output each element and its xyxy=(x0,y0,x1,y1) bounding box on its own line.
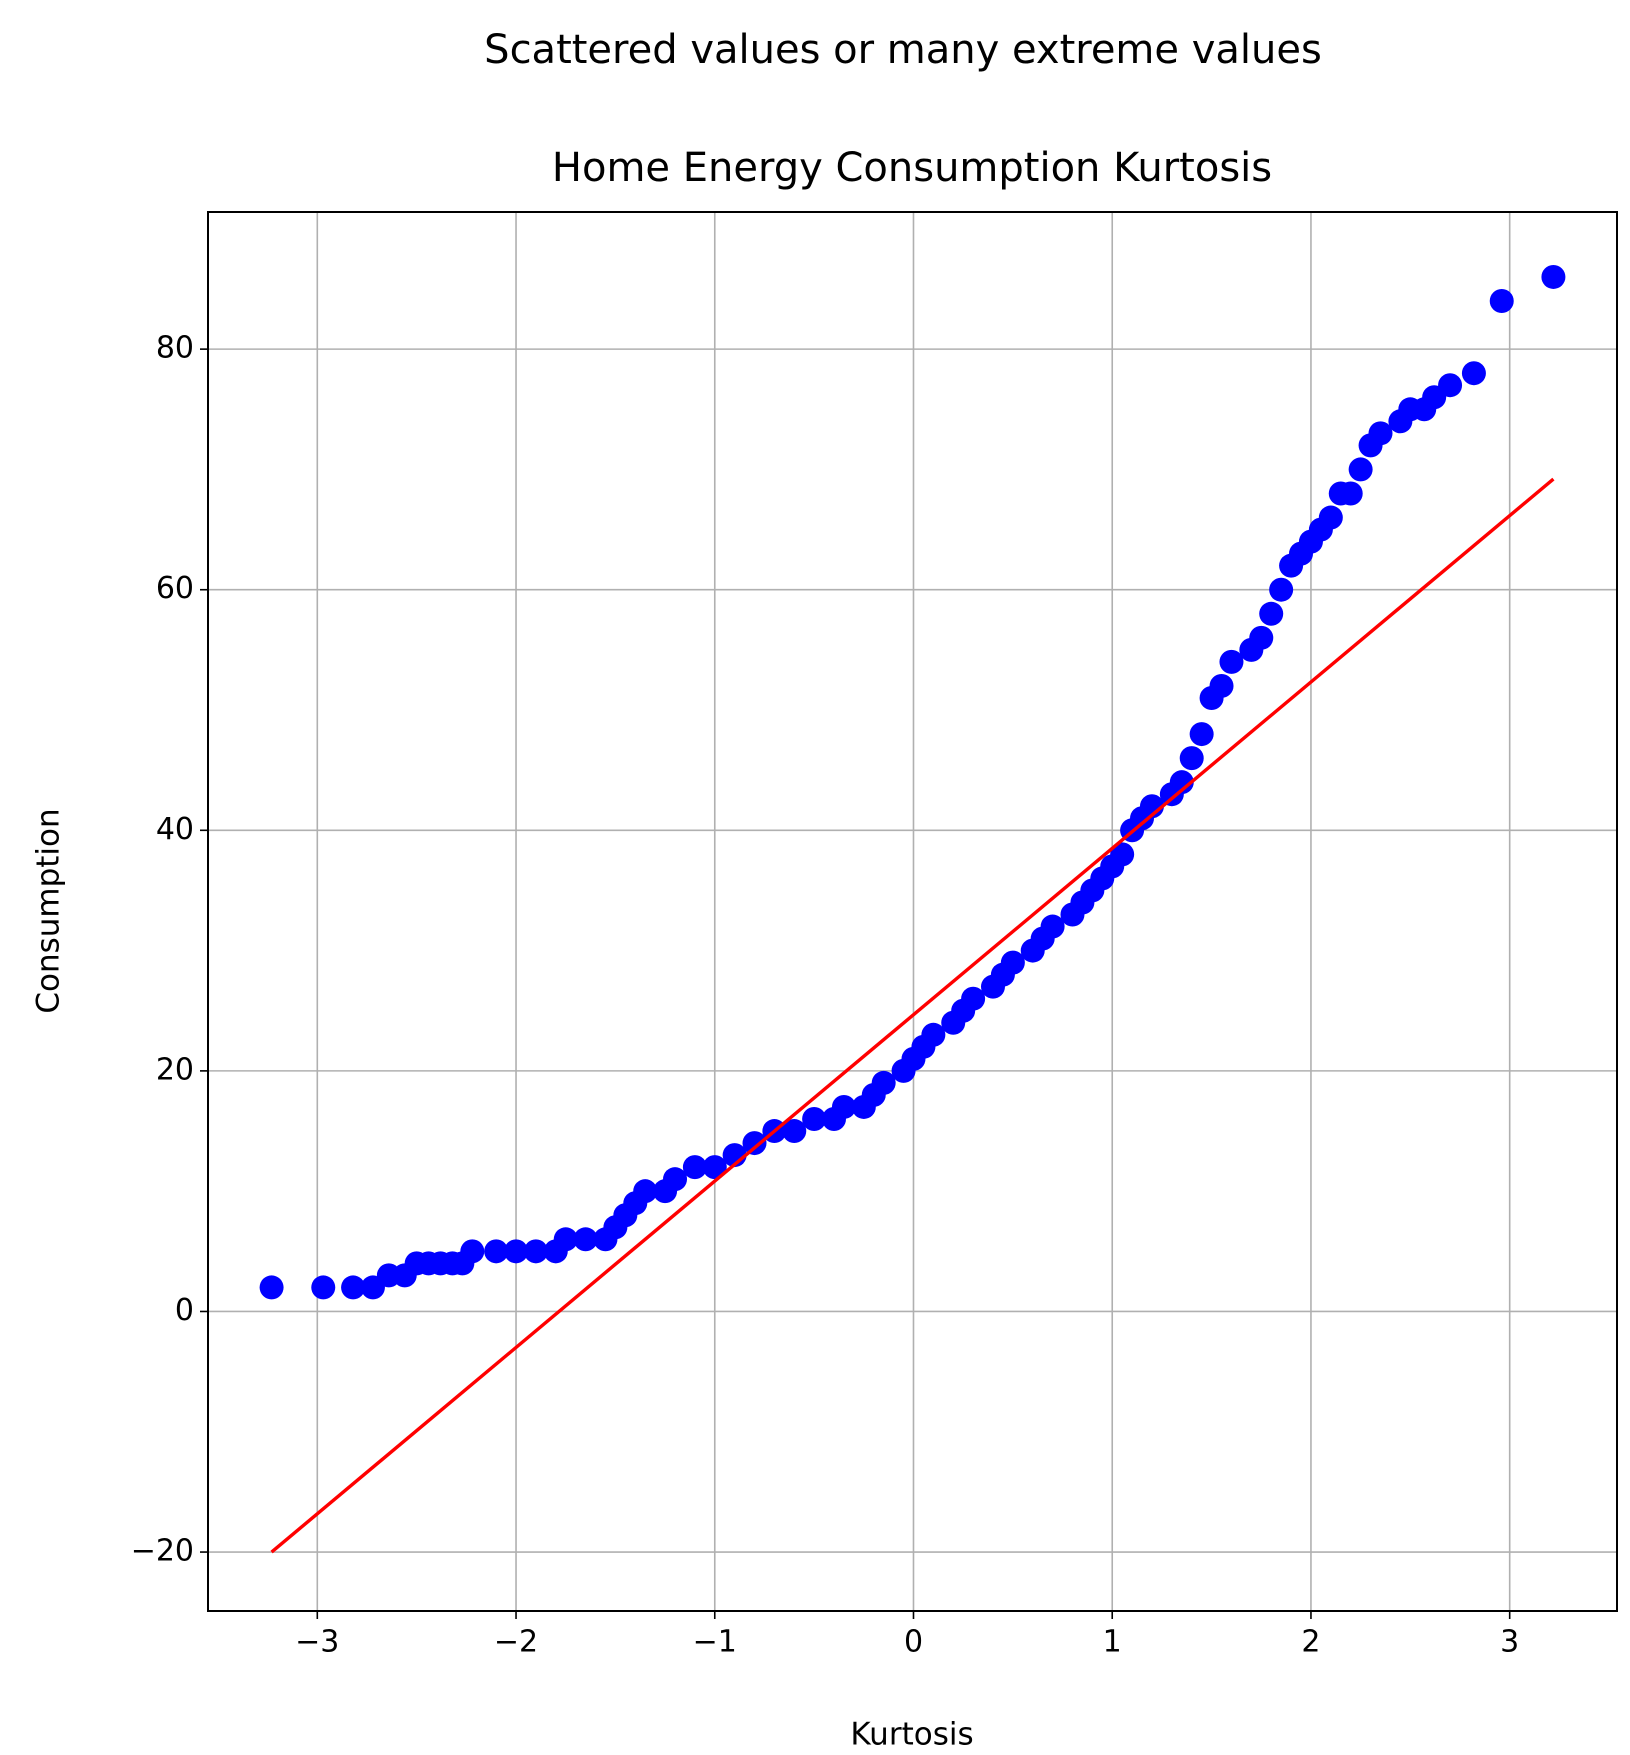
point xyxy=(523,1239,548,1264)
point xyxy=(1438,373,1463,398)
point xyxy=(1169,770,1194,795)
y-axis-label: Consumption xyxy=(31,808,67,1013)
point xyxy=(871,1070,896,1095)
x-tick-label: −1 xyxy=(693,1625,737,1660)
point xyxy=(573,1227,598,1252)
point xyxy=(633,1179,658,1204)
y-tick-label: 20 xyxy=(156,1052,194,1087)
x-tick-label: 0 xyxy=(904,1625,923,1660)
y-tick-label: 40 xyxy=(156,812,194,847)
point xyxy=(1348,457,1373,482)
x-tick-label: 2 xyxy=(1301,1625,1320,1660)
point xyxy=(1318,505,1343,530)
point xyxy=(782,1119,807,1144)
y-tick-label: 80 xyxy=(156,331,194,366)
point xyxy=(1179,746,1204,771)
point xyxy=(1249,625,1274,650)
point xyxy=(1219,649,1244,674)
point xyxy=(1461,361,1486,386)
point xyxy=(1000,950,1025,975)
point xyxy=(1110,842,1135,867)
chart-title: Home Energy Consumption Kurtosis xyxy=(552,145,1272,191)
point xyxy=(802,1107,827,1132)
point xyxy=(682,1155,707,1180)
point xyxy=(961,986,986,1011)
y-tick-label: −20 xyxy=(131,1534,194,1569)
point xyxy=(1368,421,1393,446)
point xyxy=(1489,289,1514,314)
point xyxy=(1338,481,1363,506)
point xyxy=(921,1022,946,1047)
point xyxy=(259,1275,284,1300)
y-tick-label: 60 xyxy=(156,571,194,606)
point xyxy=(1541,264,1566,289)
point xyxy=(742,1131,767,1156)
point xyxy=(1040,914,1065,939)
point xyxy=(311,1275,336,1300)
point xyxy=(553,1227,578,1252)
point xyxy=(504,1239,529,1264)
x-tick-label: 1 xyxy=(1103,1625,1122,1660)
suptitle: Scattered values or many extreme values xyxy=(484,27,1322,73)
point xyxy=(484,1239,509,1264)
x-tick-label: −2 xyxy=(494,1625,538,1660)
y-tick-label: 0 xyxy=(175,1293,194,1328)
point xyxy=(1209,673,1234,698)
point xyxy=(702,1155,727,1180)
point xyxy=(1189,722,1214,747)
plot-frame xyxy=(207,211,1618,1612)
point xyxy=(663,1167,688,1192)
point xyxy=(1269,577,1294,602)
point xyxy=(1259,601,1284,626)
point xyxy=(460,1239,485,1264)
x-tick-label: −3 xyxy=(295,1625,339,1660)
x-tick-label: 3 xyxy=(1500,1625,1519,1660)
point xyxy=(341,1275,366,1300)
point xyxy=(831,1094,856,1119)
x-axis-label: Kurtosis xyxy=(850,1717,973,1753)
fit-line xyxy=(270,477,1555,1554)
